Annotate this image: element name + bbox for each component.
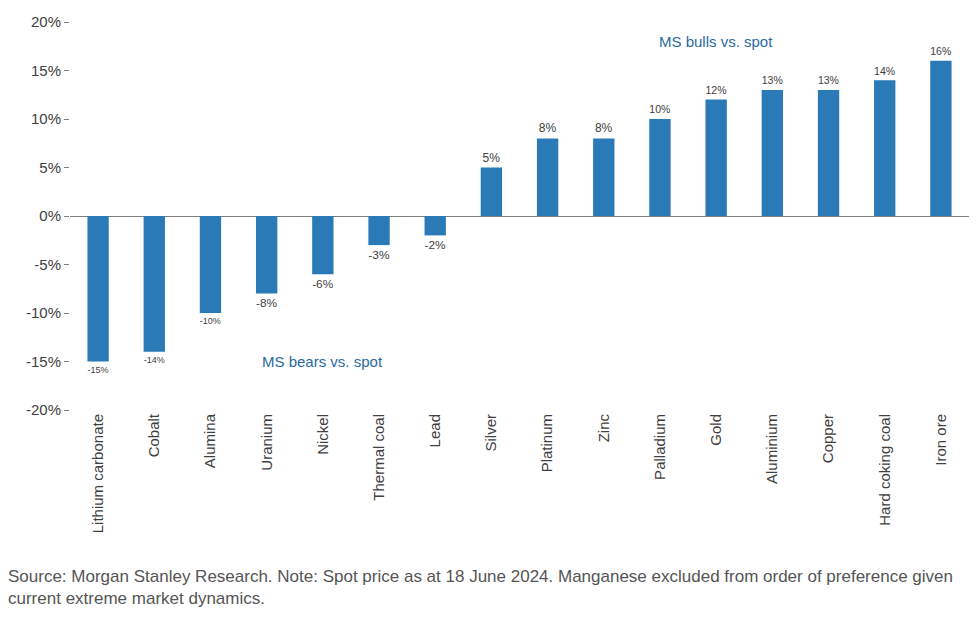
svg-text:5%: 5%: [483, 151, 501, 165]
svg-text:-15%: -15%: [87, 365, 108, 375]
svg-text:-20%: -20%: [26, 401, 61, 418]
svg-text:Uranium: Uranium: [258, 414, 275, 471]
svg-text:Copper: Copper: [819, 414, 836, 463]
svg-text:-2%: -2%: [425, 238, 447, 252]
svg-text:-3%: -3%: [368, 248, 390, 262]
svg-text:Lead: Lead: [426, 414, 443, 447]
svg-text:Platinum: Platinum: [538, 414, 555, 472]
svg-text:10%: 10%: [649, 103, 670, 115]
svg-text:-14%: -14%: [144, 355, 165, 365]
html-text:Source: Morgan Stanley Researc: Source: Morgan Stanley Research. Note: S…: [8, 567, 953, 609]
svg-text:Aluminium: Aluminium: [763, 414, 780, 484]
svg-text:-15%: -15%: [26, 353, 61, 370]
svg-text:13%: 13%: [762, 74, 783, 86]
svg-text:Palladium: Palladium: [651, 414, 668, 480]
svg-text:-8%: -8%: [256, 296, 278, 310]
svg-text:Thermal coal: Thermal coal: [370, 414, 387, 501]
svg-text:MS bears vs. spot: MS bears vs. spot: [262, 353, 383, 370]
svg-text:Gold: Gold: [707, 414, 724, 446]
svg-text:8%: 8%: [539, 121, 557, 135]
svg-text:Nickel: Nickel: [314, 414, 331, 455]
svg-text:8%: 8%: [595, 121, 613, 135]
svg-text:-6%: -6%: [312, 277, 334, 291]
svg-text:12%: 12%: [705, 84, 726, 96]
svg-text:-5%: -5%: [34, 256, 61, 273]
svg-text:Alumina: Alumina: [201, 413, 218, 468]
svg-text:0%: 0%: [39, 207, 61, 224]
svg-text:Iron ore: Iron ore: [932, 414, 949, 466]
svg-text:MS bulls vs. spot: MS bulls vs. spot: [659, 33, 773, 50]
svg-text:-10%: -10%: [200, 316, 221, 326]
svg-text:Cobalt: Cobalt: [145, 413, 162, 457]
svg-text:Hard coking coal: Hard coking coal: [876, 414, 893, 526]
svg-text:16%: 16%: [930, 45, 951, 57]
svg-text:5%: 5%: [39, 159, 61, 176]
svg-text:Lithium carbonate: Lithium carbonate: [89, 414, 106, 533]
svg-text:10%: 10%: [31, 110, 61, 127]
svg-text:15%: 15%: [31, 62, 61, 79]
svg-text:14%: 14%: [874, 65, 895, 77]
svg-text:Zinc: Zinc: [595, 414, 612, 443]
svg-text:-10%: -10%: [26, 304, 61, 321]
svg-text:13%: 13%: [818, 74, 839, 86]
svg-text:Silver: Silver: [482, 414, 499, 452]
svg-text:20%: 20%: [31, 13, 61, 30]
